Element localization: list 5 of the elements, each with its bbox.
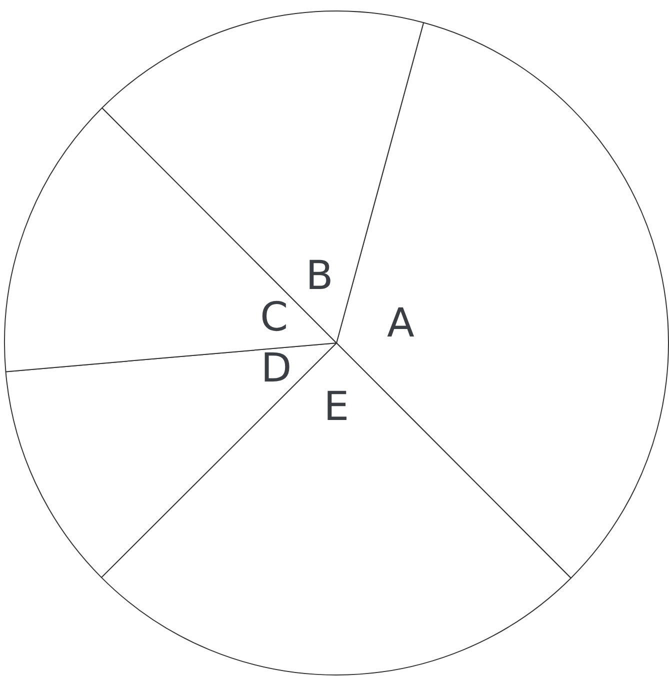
slice-label: B xyxy=(306,253,334,300)
slice-label: A xyxy=(386,300,415,346)
slice-label: C xyxy=(260,294,288,341)
slice-label: E xyxy=(324,384,350,430)
slice-label: D xyxy=(260,345,292,392)
